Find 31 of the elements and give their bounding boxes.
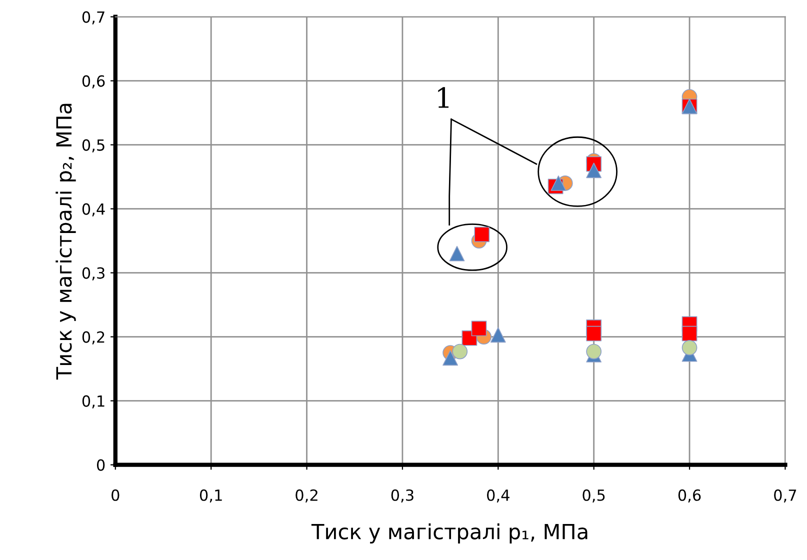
point (442, 350, 458, 366)
x-tick-label: 0 (112, 489, 120, 501)
x-tick-label: 0,2 (296, 489, 318, 502)
y-tick-label: 0,6 (82, 75, 105, 88)
point (490, 327, 506, 343)
y-tick-label: 0,4 (82, 203, 105, 216)
point (474, 226, 490, 242)
y-tick-label: 0,3 (82, 267, 104, 280)
y-tick-label: 0,1 (82, 395, 104, 408)
y-axis-title: Тиск у магістралі p₂, МПа (56, 104, 76, 380)
point (452, 344, 468, 360)
y-tick-label: 0 (96, 459, 105, 471)
point (586, 326, 602, 342)
x-axis-title: Тиск у магістралі p₁, МПа (311, 523, 588, 544)
x-tick-label: 0,4 (487, 489, 510, 502)
point (682, 340, 698, 356)
point (449, 246, 465, 262)
y-tick-label: 0,2 (82, 331, 104, 344)
point (586, 344, 602, 360)
point (586, 162, 602, 178)
x-tick-label: 0,3 (391, 489, 414, 502)
point (682, 326, 698, 342)
point (550, 175, 566, 191)
x-tick-label: 0,7 (774, 489, 796, 502)
y-tick-label: 0,5 (82, 139, 104, 152)
point (471, 320, 487, 336)
x-tick-label: 0,1 (200, 489, 222, 502)
y-tick-label: 0,7 (82, 11, 104, 24)
annotation: 1 (438, 87, 448, 108)
x-tick-label: 0,6 (678, 489, 701, 502)
x-tick-label: 0,5 (582, 489, 605, 502)
